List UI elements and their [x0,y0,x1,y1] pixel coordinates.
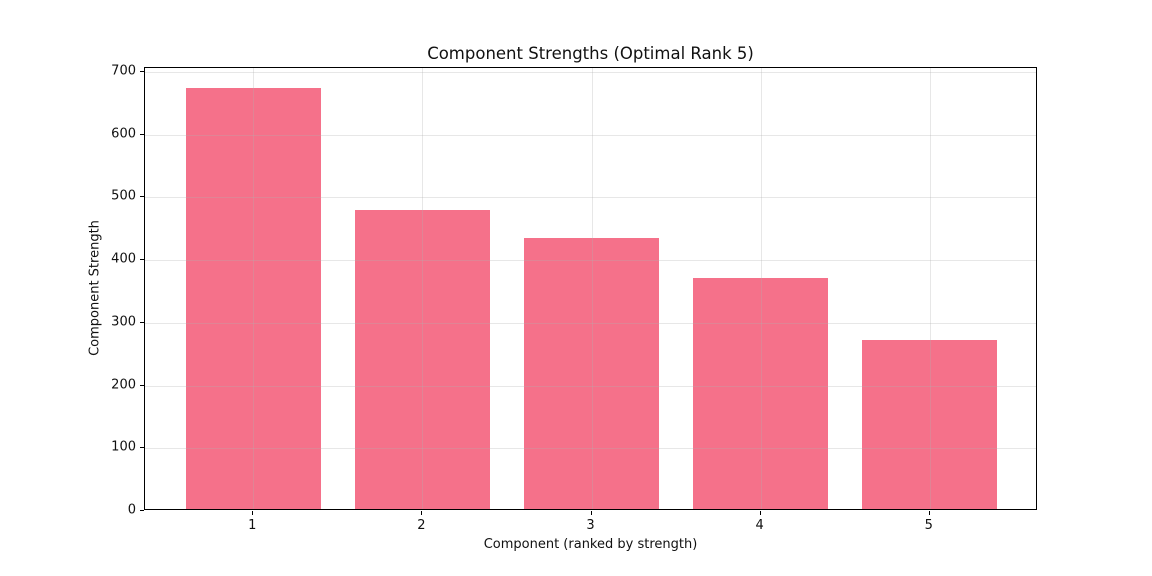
y-tick-label-300: 300 [111,314,136,330]
y-tick-label-200: 200 [111,377,136,392]
y-tick-mark-700 [140,70,144,72]
x-tick-mark-4 [759,511,761,515]
x-tick-mark-5 [928,511,930,515]
y-tick-label-100: 100 [111,439,136,455]
y-tick-mark-300 [140,321,144,323]
h-gridline-200 [145,385,1036,387]
v-gridline-5 [929,68,931,509]
y-tick-mark-600 [140,133,144,135]
y-tick-mark-200 [140,384,144,386]
v-gridline-4 [760,68,762,509]
x-tick-label-4: 4 [755,518,764,533]
v-gridline-1 [253,68,255,509]
y-tick-label-500: 500 [111,188,136,204]
bar-3 [523,237,660,509]
x-tick-mark-2 [421,511,423,515]
y-tick-mark-0 [140,510,144,511]
y-tick-label-0: 0 [127,502,136,518]
v-gridline-2 [422,68,424,509]
x-tick-mark-1 [252,511,254,515]
h-gridline-400 [145,260,1036,261]
plot-area [144,67,1037,510]
y-tick-mark-400 [140,259,144,260]
x-tick-mark-3 [590,511,592,515]
x-tick-label-5: 5 [924,518,933,533]
x-tick-label-1: 1 [248,518,257,533]
chart-title: Component Strengths (Optimal Rank 5) [427,44,754,63]
y-tick-mark-100 [140,447,144,449]
y-tick-mark-500 [140,196,144,198]
x-tick-label-3: 3 [586,518,595,533]
h-gridline-500 [145,197,1036,199]
bar-4 [692,278,829,509]
h-gridline-100 [145,448,1036,450]
x-tick-label-2: 2 [417,518,426,533]
h-gridline-600 [145,134,1036,136]
y-tick-label-400: 400 [111,251,136,267]
y-tick-label-700: 700 [111,63,136,79]
h-gridline-300 [145,322,1036,324]
bar-2 [354,209,491,509]
y-tick-label-600: 600 [111,126,136,141]
y-axis-label: Component Strength [87,220,103,356]
h-gridline-700 [145,71,1036,73]
bar-5 [862,340,998,509]
bar-1 [185,87,321,509]
v-gridline-3 [591,68,593,509]
x-axis-label: Component (ranked by strength) [483,537,698,552]
